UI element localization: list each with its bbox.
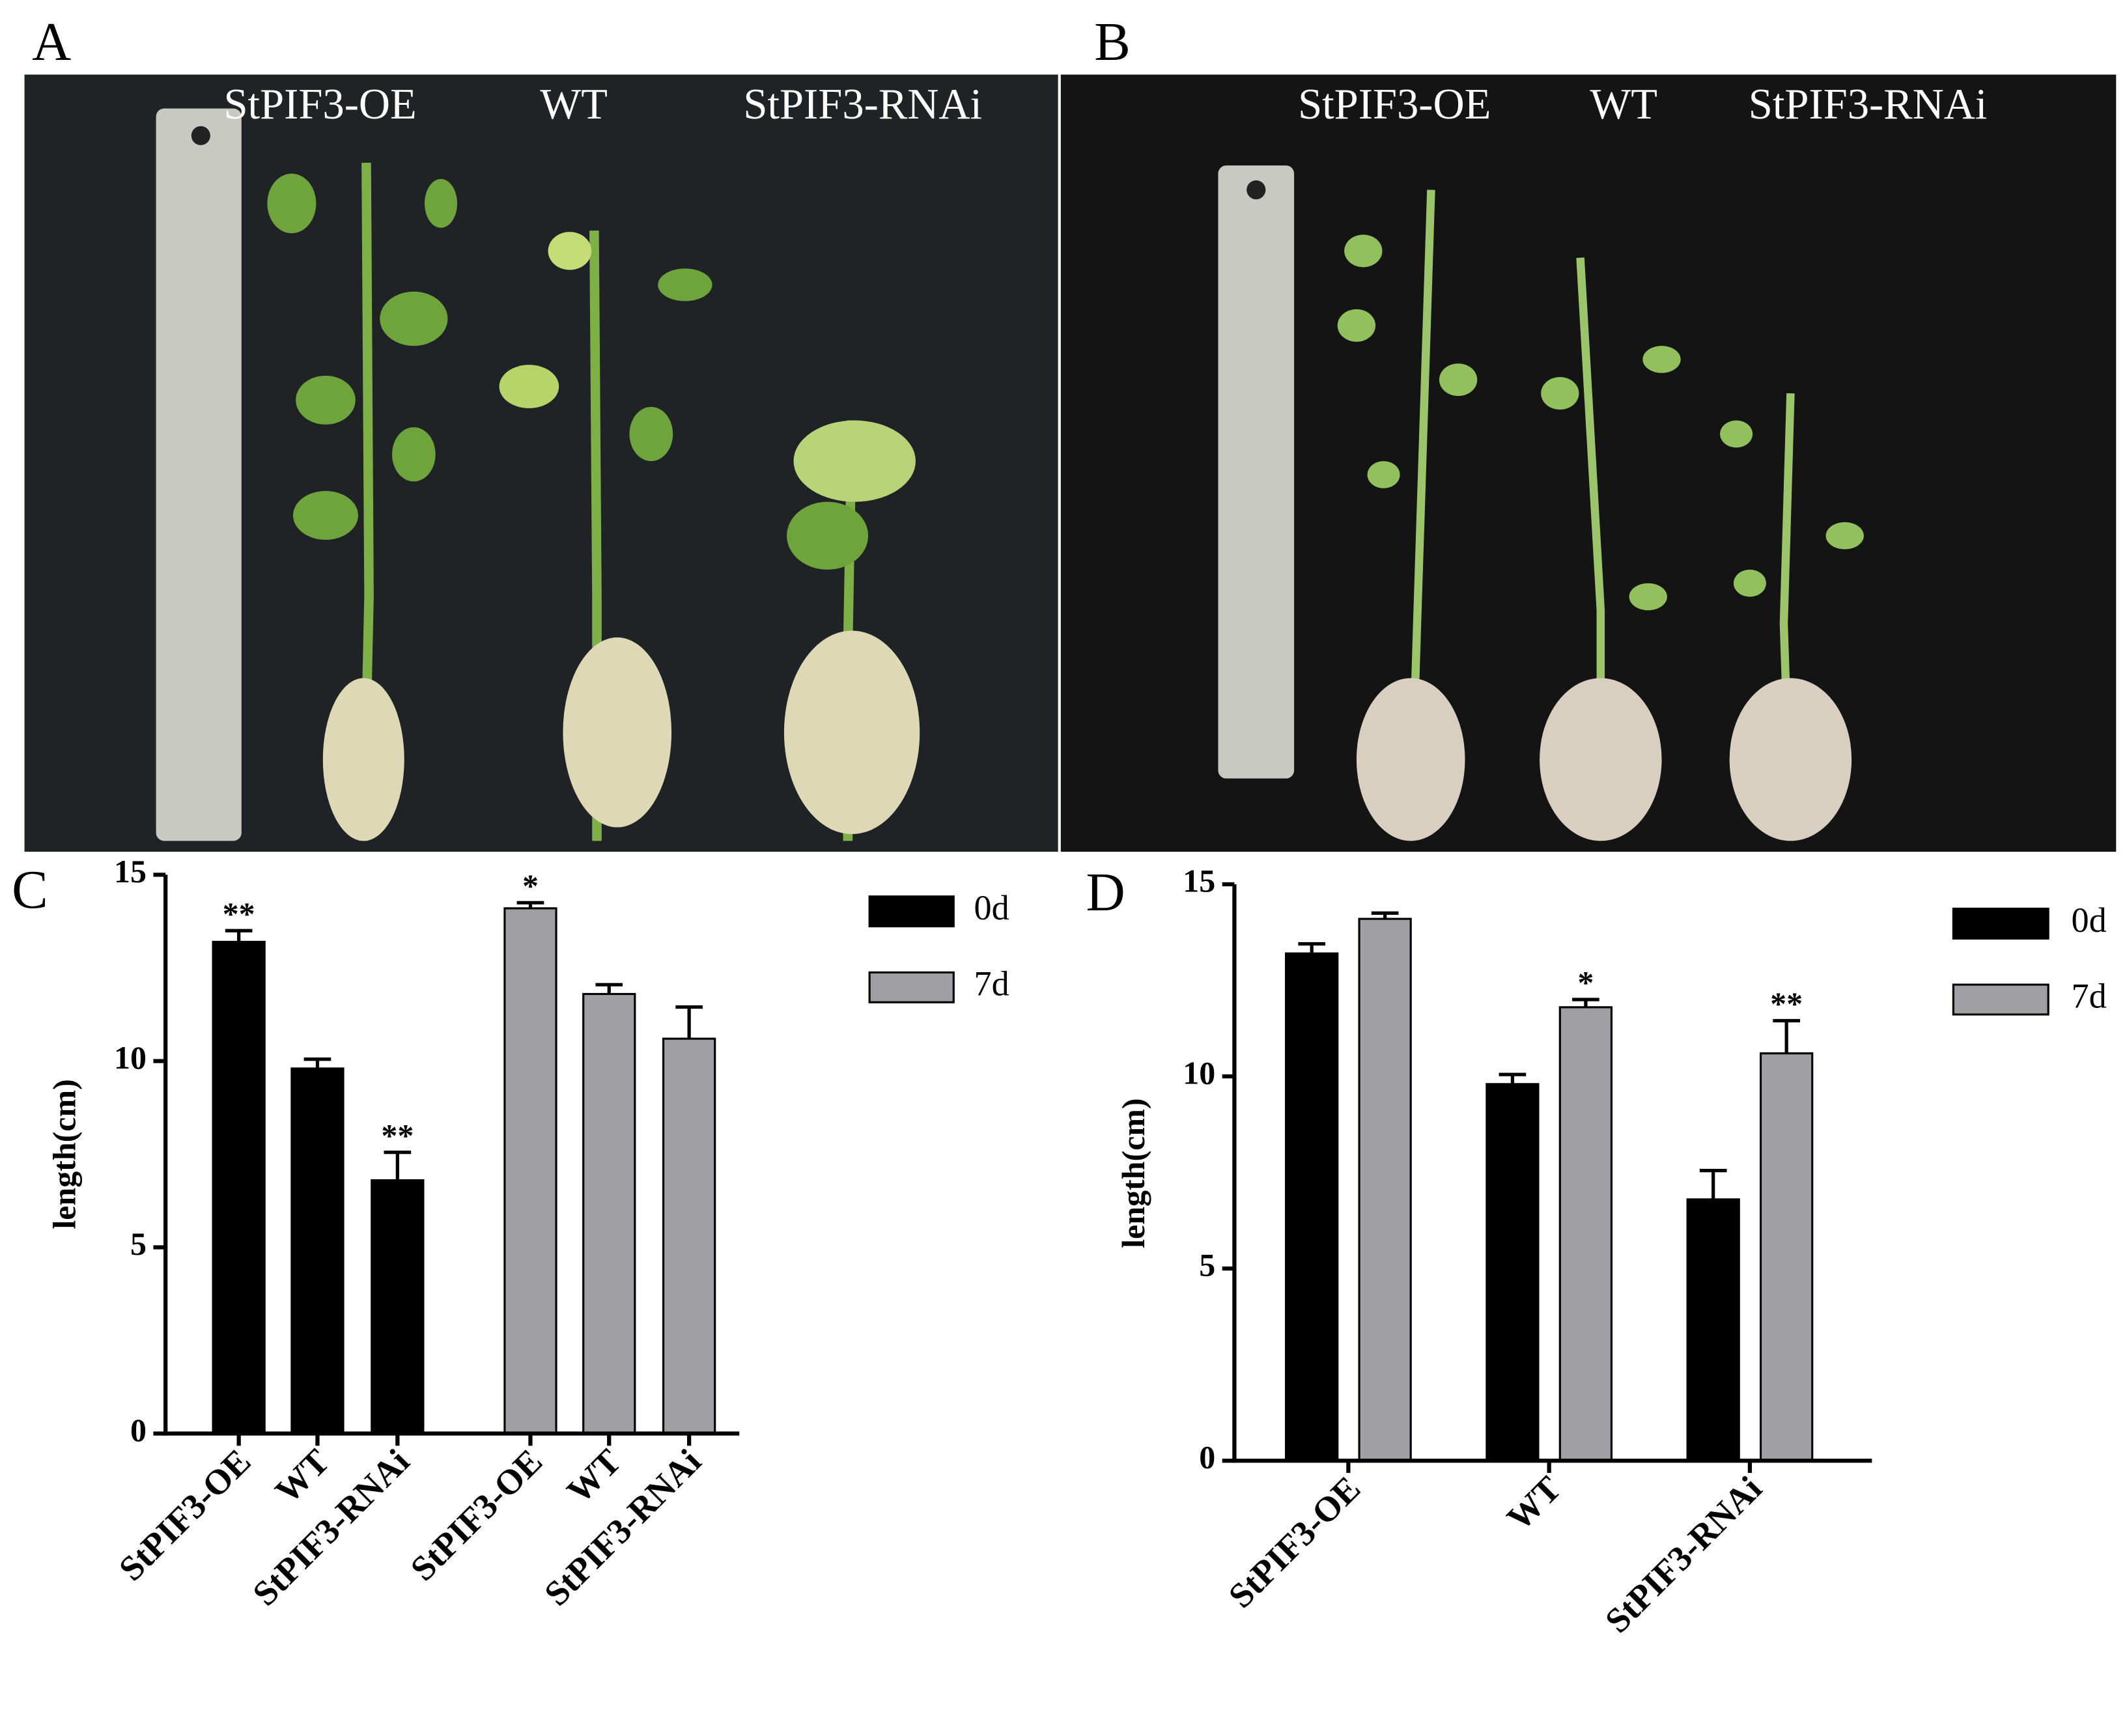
error-bar [595,983,623,994]
photo-label: StPIF3-OE [223,81,416,128]
y-axis-label: length(cm) [46,1079,83,1229]
bar [1285,952,1339,1462]
y-tick-label: 0 [130,1412,147,1448]
panel-label: B [1094,12,1131,72]
bar [290,1067,345,1435]
significance: ** [1770,985,1803,1022]
bar [1486,1083,1540,1462]
bar [371,1179,425,1435]
error-bar [1298,942,1325,954]
panel-label: A [32,12,71,72]
ruler-hole [191,126,210,145]
error-bar [225,929,253,942]
photo-label: WT [1590,81,1657,128]
photo-label: StPIF3-OE [1298,81,1491,128]
photo-a [24,74,1058,852]
y-axis-label: length(cm) [1115,1098,1151,1248]
error-bar [1499,1072,1527,1084]
panel-label: C [12,860,48,920]
leaves [1337,234,1864,611]
legend-label: 7d [974,964,1009,1003]
y-tick-label: 15 [114,853,147,889]
error-bar [1773,1018,1800,1054]
y-tick-label: 10 [114,1039,147,1076]
error-bar [1371,911,1399,919]
legend-label: 7d [2072,976,2107,1015]
error-bar [384,1151,412,1181]
leaves [267,173,916,570]
error-bar [1699,1169,1727,1199]
legend-label: 0d [2072,901,2107,940]
y-tick-label: 15 [1183,862,1215,899]
roots [322,630,920,841]
bar [662,1037,716,1435]
legend-swatch [1952,983,2050,1016]
y-tick-label: 0 [1199,1439,1215,1476]
error-bar [1572,998,1599,1007]
ruler-hole [1247,180,1266,200]
bar [1558,1006,1613,1462]
legend-swatch [1952,907,2050,940]
y-tick-label: 10 [1183,1055,1215,1091]
bar [582,992,636,1435]
ruler [156,108,242,841]
error-bar [303,1057,331,1069]
panel-label: D [1086,863,1125,923]
bar [503,907,557,1435]
significance: * [522,867,539,904]
legend-swatch [868,895,955,928]
bar [1358,917,1412,1462]
photo-label: StPIF3-RNAi [743,81,982,128]
y-tick-label: 5 [1199,1247,1215,1283]
photo-labels: StPIF3-OE WT StPIF3-RNAi StPIF3-OE WT St… [223,81,1987,128]
significance: ** [381,1117,414,1153]
significance: * [1577,964,1594,1001]
photo-b [1060,74,2117,852]
bar [212,940,266,1435]
bar [1686,1198,1740,1462]
legend-swatch [868,971,955,1003]
bar [1760,1052,1814,1462]
legend-label: 0d [974,888,1009,927]
significance: ** [223,895,255,932]
photo-label: StPIF3-RNAi [1749,81,1988,128]
roots [1356,678,1852,841]
photo-label: WT [540,81,608,128]
error-bar [675,1005,703,1039]
y-tick-label: 5 [130,1225,147,1262]
ruler [1218,165,1295,779]
error-bar [516,901,544,908]
